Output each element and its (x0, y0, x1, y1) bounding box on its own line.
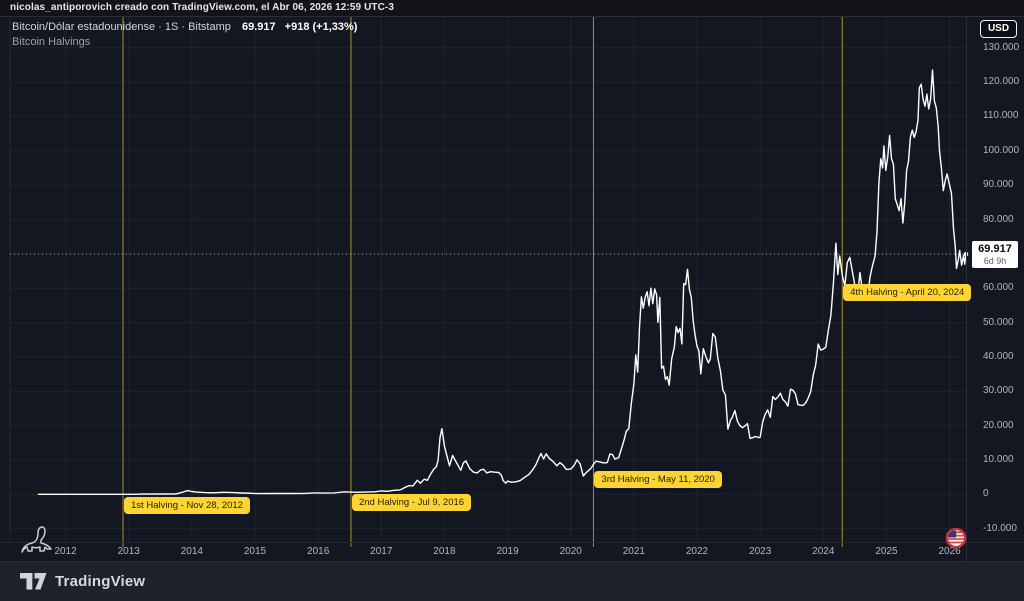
price-change: +918 (+1,33%) (284, 21, 358, 33)
time-scale-tick: 2016 (307, 546, 330, 557)
current-price-label[interactable]: 69.917 6d 9h (972, 241, 1018, 268)
time-scale-tick: 2021 (622, 546, 645, 557)
price-line-series (37, 69, 967, 495)
brand-bar: TradingView (0, 562, 1024, 601)
time-scale-tick: 2013 (117, 546, 140, 557)
time-scale-tick: 2025 (875, 546, 898, 557)
price-scale-tick: 40.000 (983, 350, 1014, 362)
last-price: 69.917 (241, 21, 276, 33)
price-scale-tick: 0 (983, 488, 989, 500)
brand-name: TradingView (55, 573, 146, 590)
price-scale-tick: 100.000 (983, 144, 1020, 156)
price-scale-tick: 130.000 (983, 41, 1020, 53)
current-price-value: 69.917 (978, 243, 1012, 255)
time-scale-tick: 2017 (370, 546, 393, 557)
price-scale-tick: 60.000 (983, 282, 1014, 294)
tradingview-logo-icon (20, 573, 47, 590)
chart-legend: Bitcoin/Dólar estadounidense · 1S · Bits… (12, 21, 357, 48)
price-scale-tick: 50.000 (983, 316, 1014, 328)
us-flag-event-icon[interactable] (945, 527, 967, 554)
snapshot-bottom-border (0, 561, 1024, 562)
price-scale-tick: -10.000 (983, 522, 1017, 534)
halving-note-flag[interactable]: 2nd Halving - Jul 9, 2016 (351, 494, 472, 511)
price-scale-tick: 120.000 (983, 76, 1020, 88)
halving-note-flag[interactable]: 1st Halving - Nov 28, 2012 (124, 497, 250, 514)
time-scale-tick: 2014 (180, 546, 203, 557)
time-scale-tick: 2019 (496, 546, 519, 557)
currency-toggle-button[interactable]: USD (980, 20, 1017, 38)
price-scale-tick: 20.000 (983, 419, 1014, 431)
price-scale-tick: 80.000 (983, 213, 1014, 225)
symbol-title[interactable]: Bitcoin/Dólar estadounidense · 1S · Bits… (12, 21, 231, 33)
halving-note-flag[interactable]: 4th Halving - April 20, 2024 (843, 284, 972, 301)
time-scale-separator (0, 542, 1024, 543)
time-scale-tick: 2022 (685, 546, 709, 557)
time-scale-tick: 2015 (243, 546, 267, 557)
halving-note-flag[interactable]: 3rd Halving - May 11, 2020 (594, 471, 722, 488)
price-scale-tick: 30.000 (983, 385, 1014, 397)
time-scale-tick: 2024 (812, 546, 835, 557)
attribution-bar: nicolas_antiporovich creado con TradingV… (0, 0, 1024, 17)
price-scale-tick: 110.000 (983, 110, 1019, 122)
indicator-title[interactable]: Bitcoin Halvings (12, 36, 91, 48)
symbol-row[interactable]: Bitcoin/Dólar estadounidense · 1S · Bits… (12, 21, 357, 33)
price-scale[interactable]: 130.000 120.000 110.000 100.000 90.000 80.000… (966, 17, 1024, 562)
time-scale-tick: 2023 (749, 546, 772, 557)
time-scale-tick: 2012 (54, 546, 77, 557)
dino-sticker-icon (18, 523, 56, 562)
time-scale-tick: 2018 (433, 546, 456, 557)
attribution-text: nicolas_antiporovich creado con TradingV… (10, 2, 395, 13)
price-scale-tick: 90.000 (983, 179, 1014, 191)
bar-countdown: 6d 9h (983, 256, 1007, 266)
price-scale-tick: 10.000 (983, 454, 1014, 465)
time-scale-tick: 2020 (559, 546, 582, 557)
indicator-row[interactable]: Bitcoin Halvings (12, 36, 357, 48)
time-scale-tick: 2026 (938, 546, 961, 557)
brand-link[interactable]: TradingView (20, 562, 145, 601)
